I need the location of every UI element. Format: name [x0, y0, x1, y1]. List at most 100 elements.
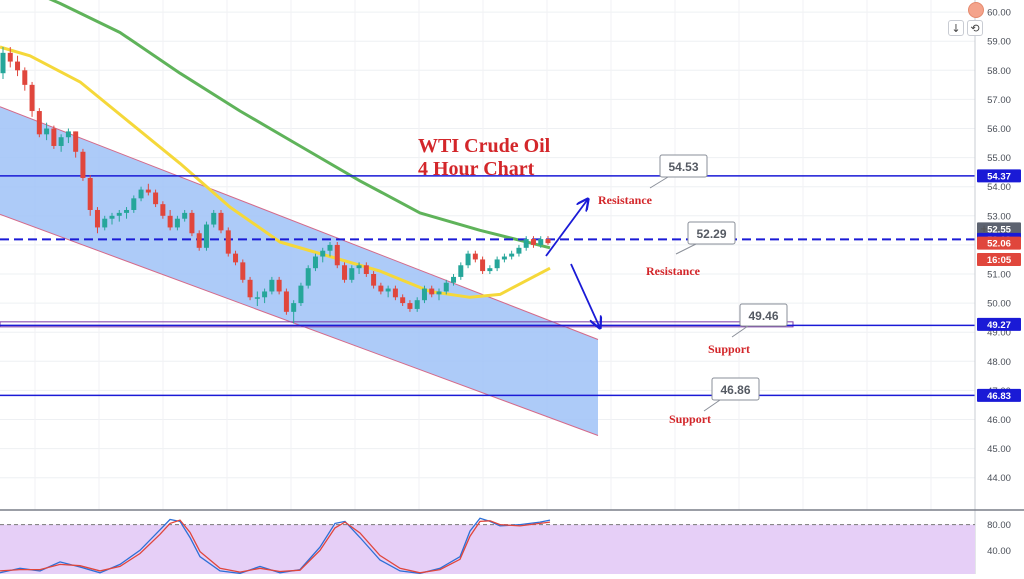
- candle: [131, 195, 137, 213]
- candle: [254, 291, 260, 307]
- candle: [371, 271, 377, 289]
- candle: [203, 221, 209, 251]
- y-tick-label: 50.00: [987, 299, 1011, 310]
- candle-body: [421, 288, 427, 301]
- candle: [276, 276, 282, 295]
- candle: [160, 201, 166, 219]
- candle: [451, 274, 457, 286]
- candle: [472, 250, 478, 263]
- chart-title: WTI Crude Oil: [418, 135, 551, 157]
- candle-body: [545, 239, 551, 244]
- candle: [138, 186, 144, 202]
- callout-value: 49.46: [748, 309, 778, 323]
- candle: [421, 285, 427, 304]
- candle-body: [436, 291, 442, 295]
- moving-average-green: [48, 0, 551, 250]
- candle-body: [530, 239, 536, 245]
- candle: [262, 288, 268, 304]
- price-badge: 16:05: [977, 252, 1021, 266]
- candle: [73, 131, 79, 158]
- callout-pointer: [649, 176, 669, 189]
- candle-body: [145, 189, 151, 193]
- candle-body: [334, 244, 340, 266]
- candle: [516, 244, 522, 257]
- candle: [116, 209, 122, 222]
- candle: [436, 288, 442, 301]
- callout-box: [687, 221, 736, 245]
- scroll-down-button[interactable]: ↓: [948, 20, 964, 36]
- candle: [305, 265, 311, 289]
- candle-body: [189, 212, 195, 234]
- candle-body: [73, 131, 79, 152]
- candle: [36, 108, 42, 138]
- candle: [298, 282, 304, 307]
- candle-body: [509, 253, 515, 257]
- candle: [487, 265, 493, 274]
- candle-body: [538, 239, 544, 245]
- moving-average-yellow: [0, 45, 551, 299]
- candle: [94, 207, 100, 234]
- oscillator-tick-label: 80.00: [987, 520, 1011, 531]
- candle: [211, 209, 217, 228]
- candle-body: [327, 244, 333, 251]
- reset-chart-button[interactable]: ⟲: [967, 20, 983, 36]
- alert-dot-icon[interactable]: [968, 2, 984, 18]
- candle: [509, 250, 515, 260]
- candle: [189, 209, 195, 237]
- candle-body: [269, 279, 275, 292]
- down-arrow: [570, 263, 600, 328]
- y-tick-label: 44.00: [987, 473, 1011, 484]
- candle-body: [298, 285, 304, 304]
- candle-body: [429, 288, 435, 295]
- candle-body: [385, 288, 391, 292]
- candle-body: [174, 218, 180, 228]
- candle-body: [494, 259, 500, 269]
- candle-body: [312, 256, 318, 269]
- descending-channel: [0, 106, 598, 436]
- candle-body: [22, 70, 28, 85]
- price-badge-label: 54.37: [987, 171, 1011, 182]
- candle: [523, 236, 529, 251]
- price-badge-label: 52.55: [987, 224, 1011, 235]
- candle: [349, 265, 355, 283]
- candle: [312, 253, 318, 272]
- candle: [58, 134, 64, 152]
- candle-body: [203, 224, 209, 248]
- candle: [378, 282, 384, 295]
- chart-subtitle: 4 Hour Chart: [418, 158, 535, 180]
- candle-body: [109, 215, 115, 219]
- price-badge-bg: [977, 388, 1021, 402]
- price-badge: 49.27: [977, 317, 1021, 331]
- candle-body: [131, 198, 137, 210]
- y-tick-label: 49.00: [987, 328, 1011, 339]
- support-zone-box: [0, 321, 794, 328]
- candle: [233, 250, 239, 266]
- candle-body: [153, 192, 159, 205]
- y-tick-label: 60.00: [987, 8, 1011, 19]
- candle: [414, 297, 420, 312]
- callout-box: [659, 154, 708, 178]
- price-badge: 54.37: [977, 169, 1021, 183]
- candle-body: [160, 204, 166, 216]
- candles: [0, 47, 551, 324]
- candle-body: [196, 233, 202, 248]
- candle-body: [458, 265, 464, 277]
- callout-pointer: [703, 399, 721, 412]
- candle: [182, 209, 188, 222]
- price-badge-bg: [977, 317, 1021, 331]
- channel-upper-line: [0, 106, 599, 340]
- candle-body: [487, 268, 493, 272]
- y-tick-label: 46.00: [987, 415, 1011, 426]
- candle-body: [58, 137, 64, 146]
- oscillator-band: [0, 524, 975, 576]
- candle-body: [247, 279, 253, 298]
- y-tick-label: 59.00: [987, 37, 1011, 48]
- oscillator-tick-label: 40.00: [987, 546, 1011, 557]
- candle: [494, 256, 500, 272]
- candle: [429, 285, 435, 298]
- y-tick-label: 54.00: [987, 182, 1011, 193]
- candle-body: [29, 84, 35, 112]
- candle-body: [0, 52, 6, 74]
- candle: [501, 253, 507, 263]
